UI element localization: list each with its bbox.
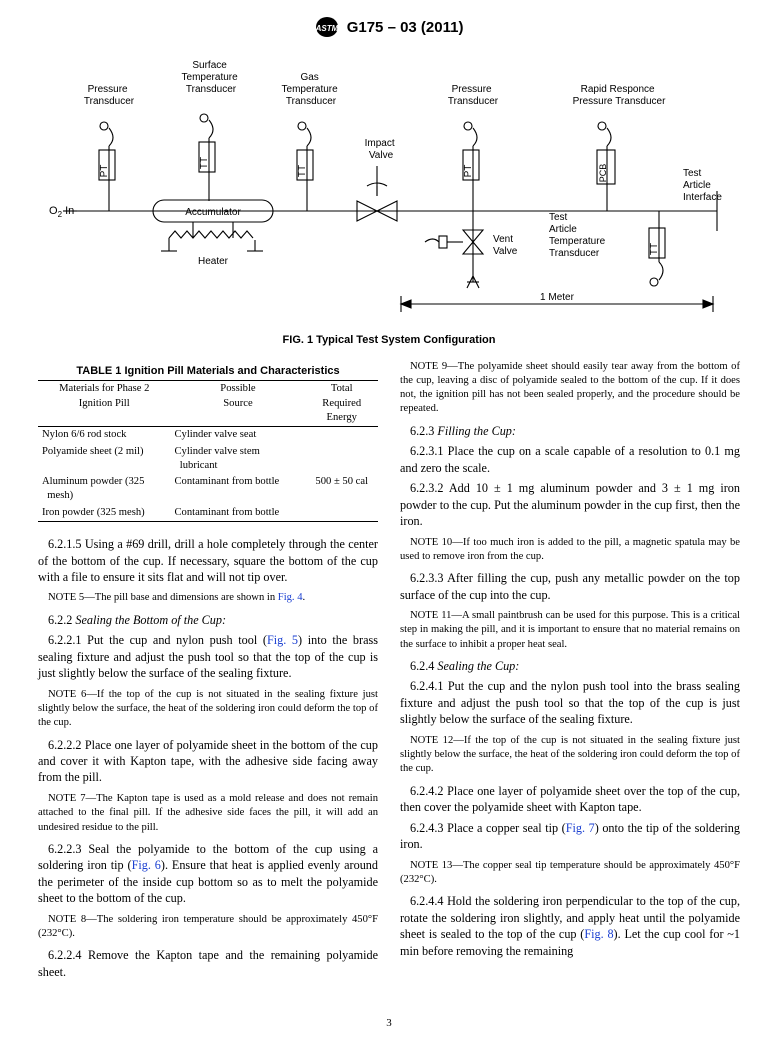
para-6231: 6.2.3.1 Place the cup on a scale capable…: [400, 443, 740, 476]
svg-text:Accumulator: Accumulator: [185, 207, 241, 218]
note-12: NOTE 12—If the top of the cup is not sit…: [400, 734, 740, 777]
svg-text:ASTM: ASTM: [315, 24, 339, 33]
para-6215: 6.2.1.5 Using a #69 drill, drill a hole …: [38, 536, 378, 585]
svg-text:TT: TT: [649, 243, 660, 255]
left-column: TABLE 1 Ignition Pill Materials and Char…: [38, 358, 378, 985]
table-row: Aluminum powder (325 mesh)Contaminant fr…: [38, 474, 378, 505]
para-6221: 6.2.2.1 Put the cup and nylon push tool …: [38, 632, 378, 681]
table-row: Nylon 6/6 rod stockCylinder valve seat: [38, 427, 378, 444]
para-6232: 6.2.3.2 Add 10 ± 1 mg aluminum powder an…: [400, 480, 740, 529]
heading-623: 6.2.3 Filling the Cup:: [400, 423, 740, 439]
page-number: 3: [0, 1016, 778, 1031]
svg-text:Test Article: Test Article Temperature Transducer: [549, 212, 608, 259]
table-col-1: PossibleSource: [170, 381, 305, 427]
heading-624: 6.2.4 Sealing the Cup:: [400, 658, 740, 674]
svg-text:PT: PT: [99, 165, 110, 178]
para-6243: 6.2.4.3 Place a copper seal tip (Fig. 7)…: [400, 820, 740, 853]
table-col-2: TotalRequiredEnergy: [305, 381, 378, 427]
note-10: NOTE 10—If too much iron is added to the…: [400, 536, 740, 565]
svg-text:PCB: PCB: [598, 164, 608, 183]
table-1-title: TABLE 1 Ignition Pill Materials and Char…: [38, 364, 378, 379]
svg-text:Vent Valve: Vent Valve: [493, 234, 518, 257]
para-6233: 6.2.3.3 After filling the cup, push any …: [400, 570, 740, 603]
table-col-0: Materials for Phase 2Ignition Pill: [38, 381, 170, 427]
note-6: NOTE 6—If the top of the cup is not situ…: [38, 688, 378, 731]
heading-622: 6.2.2 Sealing the Bottom of the Cup:: [38, 612, 378, 628]
figure-1: PT Pressure Transducer TT Surface Temper…: [38, 46, 740, 347]
para-6241: 6.2.4.1 Put the cup and the nylon push t…: [400, 678, 740, 727]
para-6244: 6.2.4.4 Hold the soldering iron perpendi…: [400, 893, 740, 959]
para-6242: 6.2.4.2 Place one layer of polyamide she…: [400, 783, 740, 816]
svg-text:Gas Temperature: Gas Temperature Transducer: [282, 72, 341, 107]
para-6222: 6.2.2.2 Place one layer of polyamide she…: [38, 737, 378, 786]
astm-logo: ASTM: [315, 16, 339, 38]
page-header: ASTM G175 – 03 (2011): [38, 16, 740, 38]
header-designation: G175 – 03 (2011): [347, 19, 464, 36]
table-row: Polyamide sheet (2 mil)Cylinder valve st…: [38, 444, 378, 475]
note-9: NOTE 9—The polyamide sheet should easily…: [400, 360, 740, 417]
right-column: NOTE 9—The polyamide sheet should easily…: [400, 358, 740, 985]
para-6223: 6.2.2.3 Seal the polyamide to the bottom…: [38, 841, 378, 907]
svg-text:Heater: Heater: [198, 256, 229, 267]
figure-1-caption: FIG. 1 Typical Test System Configuration: [38, 333, 740, 348]
note-8: NOTE 8—The soldering iron temperature sh…: [38, 913, 378, 942]
note-11: NOTE 11—A small paintbrush can be used f…: [400, 609, 740, 652]
para-6224: 6.2.2.4 Remove the Kapton tape and the r…: [38, 947, 378, 980]
svg-text:1 Meter: 1 Meter: [540, 292, 575, 303]
figure-1-svg: PT Pressure Transducer TT Surface Temper…: [49, 46, 729, 322]
svg-text:TT: TT: [297, 165, 308, 177]
note-13: NOTE 13—The copper seal tip temperature …: [400, 859, 740, 888]
svg-text:TT: TT: [199, 157, 210, 169]
note-5: NOTE 5—The pill base and dimensions are …: [38, 591, 378, 605]
svg-text:PT: PT: [463, 165, 474, 178]
svg-text:Rapid Responce Press: Rapid Responce Pressure Transducer: [573, 84, 666, 107]
note-7: NOTE 7—The Kapton tape is used as a mold…: [38, 792, 378, 835]
svg-text:Pressure Transducer: Pressure Transducer: [448, 84, 499, 107]
table-1: Materials for Phase 2Ignition Pill Possi…: [38, 380, 378, 522]
svg-text:Impact Valve: Impact Valve: [365, 138, 398, 161]
svg-text:Test Article: Test Article Interface: [683, 168, 722, 203]
svg-text:Surface Temperature: Surface Temperature Transducer: [182, 60, 241, 95]
svg-text:O2 In: O2 In: [49, 205, 74, 219]
table-row: Iron powder (325 mesh)Contaminant from b…: [38, 505, 378, 522]
svg-text:Pressure Transducer: Pressure Transducer: [84, 84, 135, 107]
